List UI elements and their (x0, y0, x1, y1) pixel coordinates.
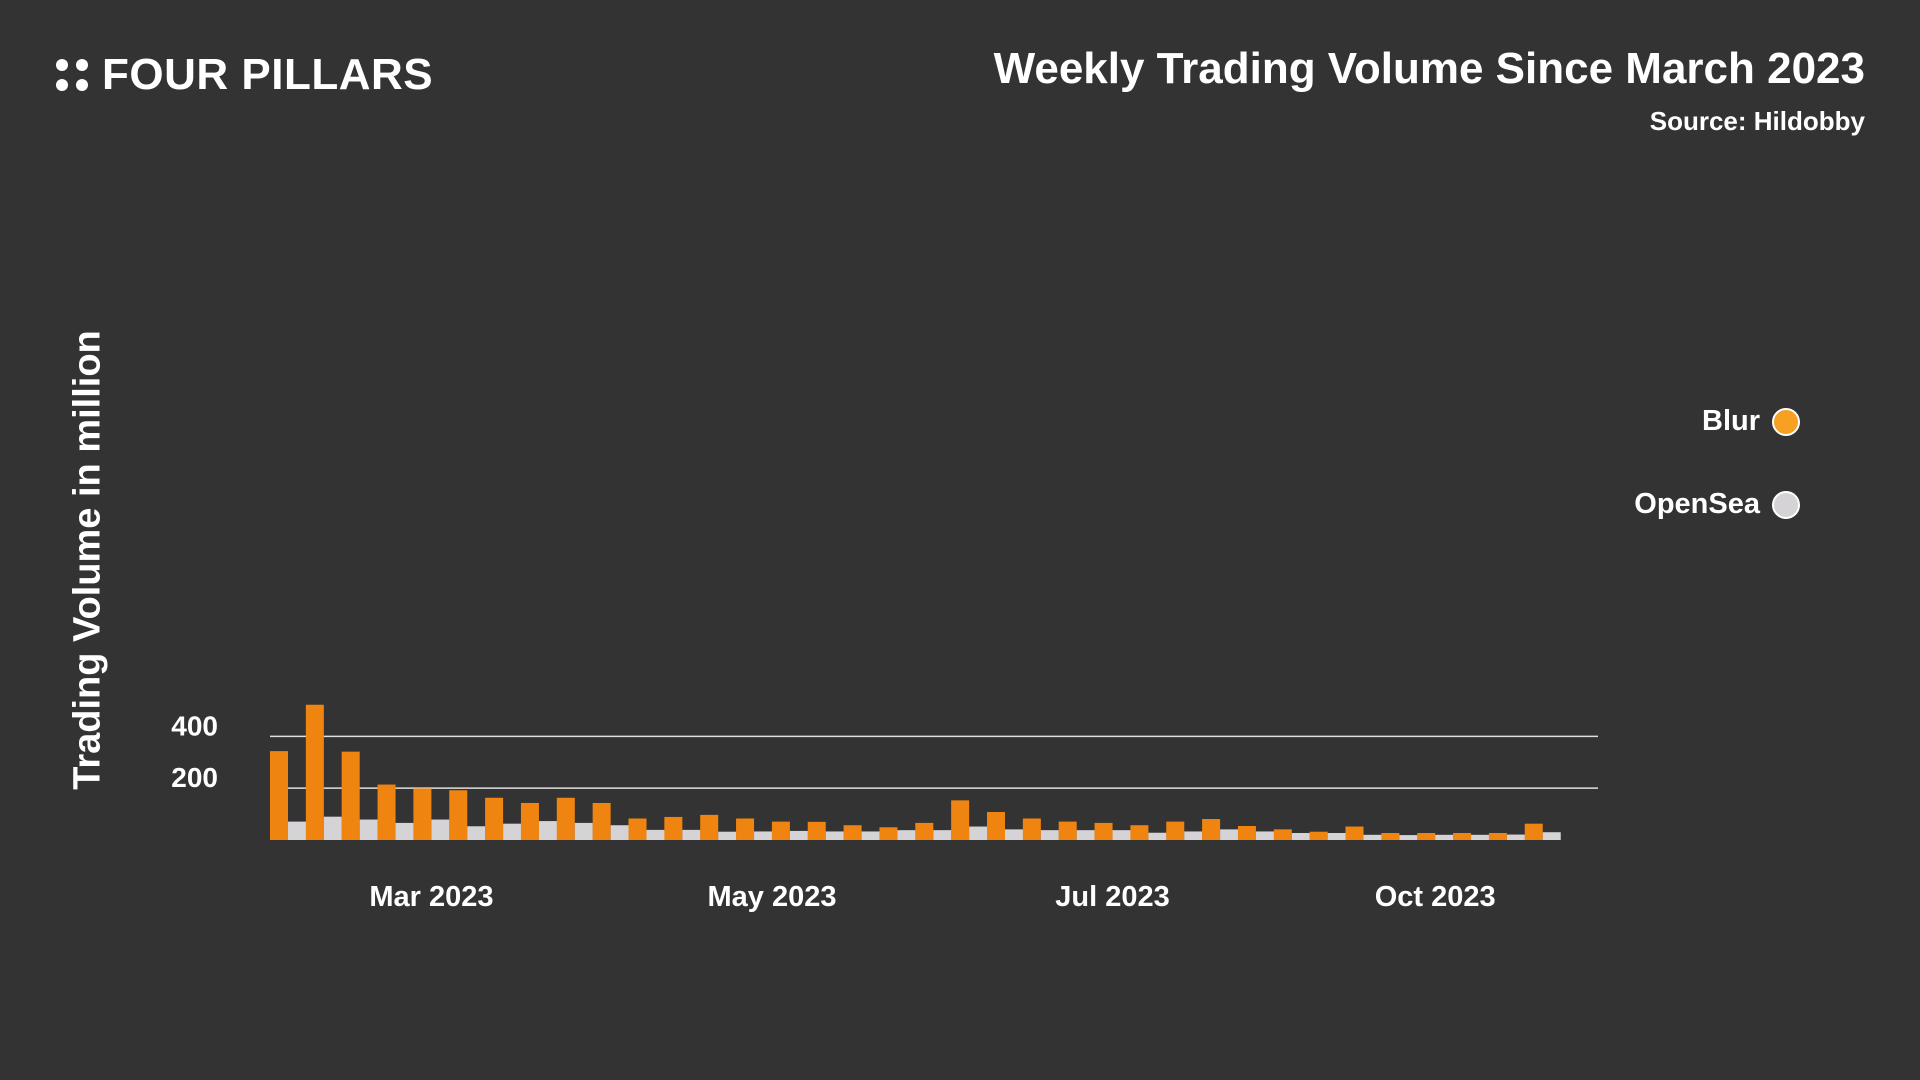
bar-blur-3 (377, 784, 396, 840)
bar-opensea-29 (1327, 833, 1346, 840)
bar-opensea-34 (1506, 834, 1525, 840)
y-tick-label-400: 400 (171, 710, 218, 741)
bar-opensea-33 (1471, 834, 1490, 840)
bar-blur-10 (628, 818, 647, 840)
x-tick-label-3: Oct 2023 (1375, 881, 1496, 913)
bar-blur-32 (1417, 833, 1436, 840)
chart-source: Source: Hildobby (1649, 106, 1865, 136)
bar-opensea-12 (718, 831, 737, 840)
bar-opensea-17 (897, 830, 916, 840)
bar-opensea-8 (574, 822, 593, 840)
y-tick-label-200: 200 (171, 762, 218, 793)
bar-opensea-1 (323, 816, 342, 840)
bar-blur-7 (520, 802, 539, 840)
bar-opensea-30 (1363, 834, 1382, 840)
bar-blur-14 (771, 821, 790, 840)
legend-label-blur: Blur (1702, 405, 1760, 437)
bar-blur-15 (807, 821, 826, 840)
bar-blur-30 (1345, 826, 1364, 840)
bar-blur-28 (1273, 829, 1292, 840)
bar-blur-0 (270, 751, 288, 840)
bar-blur-34 (1488, 833, 1507, 840)
bar-opensea-14 (789, 830, 808, 840)
bar-opensea-18 (933, 830, 952, 840)
bar-opensea-11 (682, 829, 701, 840)
bar-opensea-9 (610, 825, 629, 840)
bar-opensea-28 (1291, 833, 1310, 840)
bar-opensea-22 (1076, 830, 1095, 840)
bar-opensea-6 (503, 823, 522, 840)
bar-blur-9 (592, 802, 611, 840)
bar-opensea-24 (1148, 832, 1167, 840)
legend-item-opensea: OpenSea (1634, 488, 1800, 521)
legend: Blur OpenSea (1634, 405, 1800, 521)
bar-blur-22 (1058, 821, 1077, 840)
bar-opensea-7 (538, 821, 557, 840)
bar-opensea-25 (1184, 831, 1203, 840)
bar-opensea-4 (431, 819, 450, 840)
bar-blur-19 (951, 800, 970, 840)
bar-opensea-27 (1255, 831, 1274, 840)
x-tick-label-0: Mar 2023 (369, 881, 493, 913)
bar-opensea-32 (1435, 834, 1454, 840)
x-tick-label-1: May 2023 (707, 881, 836, 913)
bar-blur-31 (1381, 833, 1400, 840)
bar-blur-8 (556, 797, 575, 840)
bar-opensea-21 (1040, 830, 1059, 840)
bar-blur-35 (1524, 823, 1543, 840)
bar-blur-6 (485, 797, 504, 840)
bar-opensea-0 (288, 821, 306, 840)
bar-blur-26 (1202, 819, 1221, 840)
bar-opensea-10 (646, 829, 665, 840)
bar-opensea-13 (754, 831, 773, 840)
bar-opensea-26 (1220, 829, 1239, 840)
bar-blur-13 (736, 818, 755, 840)
bar-blur-18 (915, 822, 934, 840)
legend-label-opensea: OpenSea (1634, 488, 1760, 520)
bar-blur-16 (843, 825, 862, 840)
bar-blur-5 (449, 790, 468, 840)
bar-blur-17 (879, 827, 898, 840)
bar-opensea-2 (359, 819, 378, 840)
x-tick-label-2: Jul 2023 (1055, 881, 1169, 913)
bar-opensea-35 (1542, 832, 1561, 840)
bar-blur-2 (341, 751, 360, 840)
bar-blur-27 (1237, 826, 1256, 840)
bar-opensea-5 (467, 826, 486, 840)
bar-opensea-20 (1005, 829, 1023, 840)
bar-blur-12 (700, 814, 719, 840)
bar-opensea-3 (395, 822, 414, 840)
bar-blur-20 (987, 812, 1005, 840)
bar-opensea-15 (825, 831, 844, 840)
legend-item-blur: Blur (1702, 405, 1800, 438)
bar-blur-33 (1453, 833, 1472, 840)
bar-opensea-31 (1399, 835, 1418, 840)
bar-opensea-19 (969, 826, 988, 840)
bar-blur-21 (1022, 818, 1041, 840)
brand-dots-icon (56, 59, 88, 91)
bar-blur-24 (1130, 825, 1149, 840)
bar-blur-29 (1309, 831, 1328, 840)
legend-swatch-blur-icon (1772, 407, 1800, 436)
legend-swatch-opensea-icon (1772, 490, 1800, 519)
bar-opensea-23 (1112, 830, 1131, 840)
brand-name: FOUR PILLARS (102, 50, 434, 99)
bar-blur-25 (1166, 821, 1185, 840)
bar-blur-1 (305, 704, 324, 840)
brand-logo: FOUR PILLARS (56, 50, 433, 100)
bar-opensea-16 (861, 831, 880, 840)
bar-blur-11 (664, 816, 683, 840)
chart-title: Weekly Trading Volume Since March 2023 (993, 44, 1865, 93)
bar-blur-23 (1094, 822, 1113, 840)
bar-blur-4 (413, 788, 432, 840)
